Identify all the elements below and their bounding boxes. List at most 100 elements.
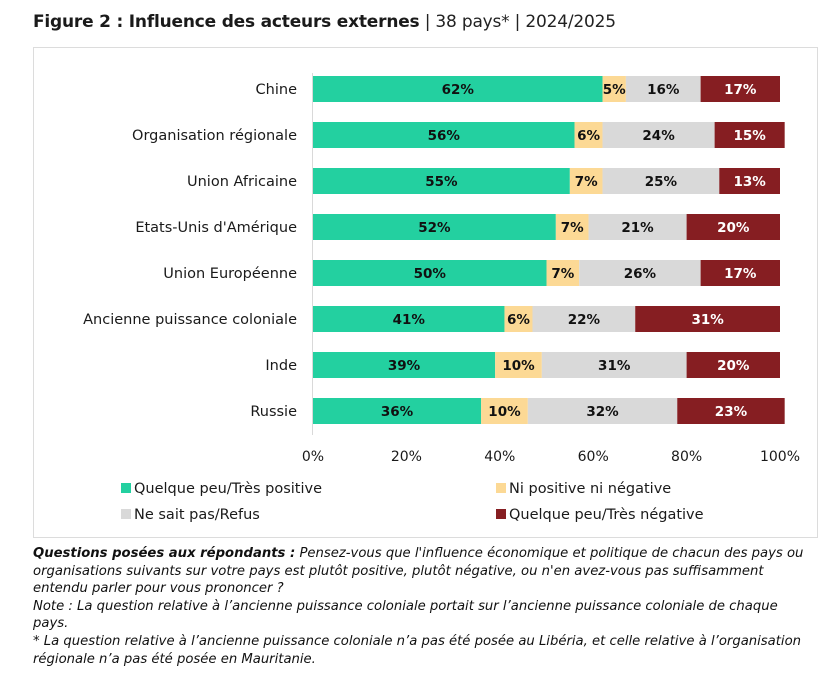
bar-segment (495, 352, 542, 378)
bar-segment (686, 214, 780, 240)
data-label: 16% (647, 82, 680, 98)
x-axis-ticks: 0% 20% 40% 60% 80% 100% (302, 449, 800, 465)
legend-item: Quelque peu/Très positive (121, 481, 322, 497)
data-label: 39% (388, 358, 421, 374)
legend-item: Quelque peu/Très négative (496, 507, 704, 523)
bar-row: 55% 7% 25% 13% (313, 168, 780, 194)
category-label: Union Européenne (163, 266, 297, 282)
data-label: 22% (568, 312, 601, 328)
data-label: 10% (488, 404, 521, 420)
bar-segment (635, 306, 780, 332)
bar-segment (313, 76, 603, 102)
bar-segment (602, 76, 626, 102)
bar-segment (588, 214, 687, 240)
data-label: 62% (442, 82, 475, 98)
bar-row: 62% 5% 16% 17% (313, 76, 780, 102)
data-label: 23% (715, 404, 748, 420)
bar-segment (579, 260, 701, 286)
bar-segment (719, 168, 780, 194)
data-label: 20% (717, 220, 750, 236)
category-label: Union Africaine (187, 174, 297, 190)
bar-segment (313, 352, 496, 378)
bar-segment (569, 168, 603, 194)
legend-item: Ni positive ni négative (496, 481, 671, 497)
bar-segment (686, 352, 780, 378)
data-label: 24% (642, 128, 675, 144)
bar-segment (574, 122, 603, 148)
data-label: 6% (577, 128, 600, 144)
data-label: 17% (724, 266, 757, 282)
data-label: 32% (586, 404, 619, 420)
bar-segment (532, 306, 636, 332)
bar-row: 52% 7% 21% 20% (313, 214, 780, 240)
bar-segment (541, 352, 687, 378)
category-label: Inde (265, 358, 297, 374)
legend-swatch (496, 509, 506, 519)
note-text: Note : La question relative à l’ancienne… (33, 598, 778, 632)
data-label: 36% (381, 404, 414, 420)
data-label: 31% (691, 312, 724, 328)
bar-row: 56% 6% 24% 15% (313, 122, 785, 148)
bar-segment (313, 168, 570, 194)
legend-swatch (496, 483, 506, 493)
legend-label: Ne sait pas/Refus (134, 507, 260, 523)
bar-segment (602, 168, 720, 194)
x-tick-label: 0% (302, 449, 324, 465)
legend-item: Ne sait pas/Refus (121, 507, 260, 523)
data-label: 25% (645, 174, 678, 190)
legend-swatch (121, 483, 131, 493)
figure-title-main: Figure 2 : Influence des acteurs externe… (33, 12, 420, 32)
x-tick-label: 80% (671, 449, 702, 465)
x-tick-label: 100% (760, 449, 800, 465)
data-label: 52% (418, 220, 451, 236)
bar-segment (481, 398, 528, 424)
category-label: Etats-Unis d'Amérique (135, 220, 297, 236)
data-label: 5% (603, 82, 626, 98)
chart-notes: Questions posées aux répondants : Pensez… (33, 545, 813, 668)
bar-row: 39% 10% 31% 20% (313, 352, 780, 378)
footnote-text: * La question relative à l’ancienne puis… (33, 633, 802, 667)
question-heading: Questions posées aux répondants : (33, 546, 296, 561)
bars: 62% 5% 16% 17% 56% 6% 24% 15% 55% 7% 25% 13% 52% 7% 21… (313, 76, 785, 424)
category-label: Ancienne puissance coloniale (83, 312, 297, 328)
bar-segment (555, 214, 589, 240)
data-label: 15% (733, 128, 766, 144)
bar-row: 50% 7% 26% 17% (313, 260, 780, 286)
bar-segment (714, 122, 785, 148)
x-tick-label: 20% (391, 449, 422, 465)
legend: Quelque peu/Très positive Ni positive ni … (121, 481, 704, 523)
bar-segment (677, 398, 785, 424)
question-paragraph: Questions posées aux répondants : Pensez… (33, 545, 813, 598)
legend-label: Quelque peu/Très positive (134, 481, 322, 497)
bar-segment (313, 398, 482, 424)
bar-row: 41% 6% 22% 31% (313, 306, 780, 332)
bar-segment (527, 398, 678, 424)
legend-swatch (121, 509, 131, 519)
x-tick-label: 60% (578, 449, 609, 465)
category-label: Russie (250, 404, 297, 420)
data-label: 10% (502, 358, 535, 374)
category-label: Organisation régionale (132, 128, 297, 144)
legend-label: Ni positive ni négative (509, 481, 671, 497)
bar-segment (546, 260, 580, 286)
bar-segment (504, 306, 533, 332)
data-label: 13% (733, 174, 766, 190)
data-label: 7% (561, 220, 584, 236)
data-label: 50% (414, 266, 447, 282)
question-text: Pensez-vous que l'influence économique e… (33, 546, 804, 597)
x-tick-label: 40% (484, 449, 515, 465)
data-label: 17% (724, 82, 757, 98)
data-label: 26% (624, 266, 657, 282)
bar-segment (700, 260, 780, 286)
stacked-bar-chart: Chine Organisation régionale Union Africai… (83, 73, 800, 523)
legend-label: Quelque peu/Très négative (509, 507, 704, 523)
data-label: 56% (428, 128, 461, 144)
data-label: 7% (575, 174, 598, 190)
figure-title: Figure 2 : Influence des acteurs externe… (33, 12, 616, 32)
bar-segment (313, 214, 556, 240)
bar-segment (625, 76, 701, 102)
bar-segment (313, 306, 505, 332)
bar-segment (313, 122, 575, 148)
data-label: 41% (393, 312, 426, 328)
bar-segment (700, 76, 780, 102)
